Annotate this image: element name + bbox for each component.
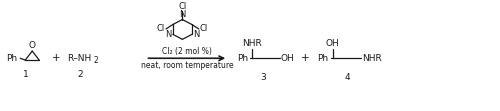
Text: N: N <box>166 30 172 39</box>
Text: 4: 4 <box>344 73 350 82</box>
Text: Ph: Ph <box>237 54 248 63</box>
Text: Cl: Cl <box>200 25 208 34</box>
Text: Cl: Cl <box>178 2 186 11</box>
Text: Ph: Ph <box>6 54 18 63</box>
Text: +: + <box>52 53 60 63</box>
Text: Cl: Cl <box>156 25 165 34</box>
Text: +: + <box>302 53 310 63</box>
Text: NHR: NHR <box>362 54 382 63</box>
Text: OH: OH <box>281 54 294 63</box>
Text: 1: 1 <box>23 70 28 79</box>
Text: Ph: Ph <box>318 54 328 63</box>
Text: N: N <box>179 10 186 19</box>
Text: NHR: NHR <box>242 39 262 48</box>
Text: O: O <box>28 41 35 50</box>
Text: OH: OH <box>326 39 340 48</box>
Text: 2: 2 <box>77 70 83 79</box>
Text: N: N <box>193 30 199 39</box>
Text: R–NH: R–NH <box>67 54 92 63</box>
Text: neat, room temperature: neat, room temperature <box>140 61 233 70</box>
Text: 3: 3 <box>260 73 266 82</box>
Text: Cl₂ (2 mol %): Cl₂ (2 mol %) <box>162 48 212 56</box>
Text: 2: 2 <box>94 56 98 65</box>
